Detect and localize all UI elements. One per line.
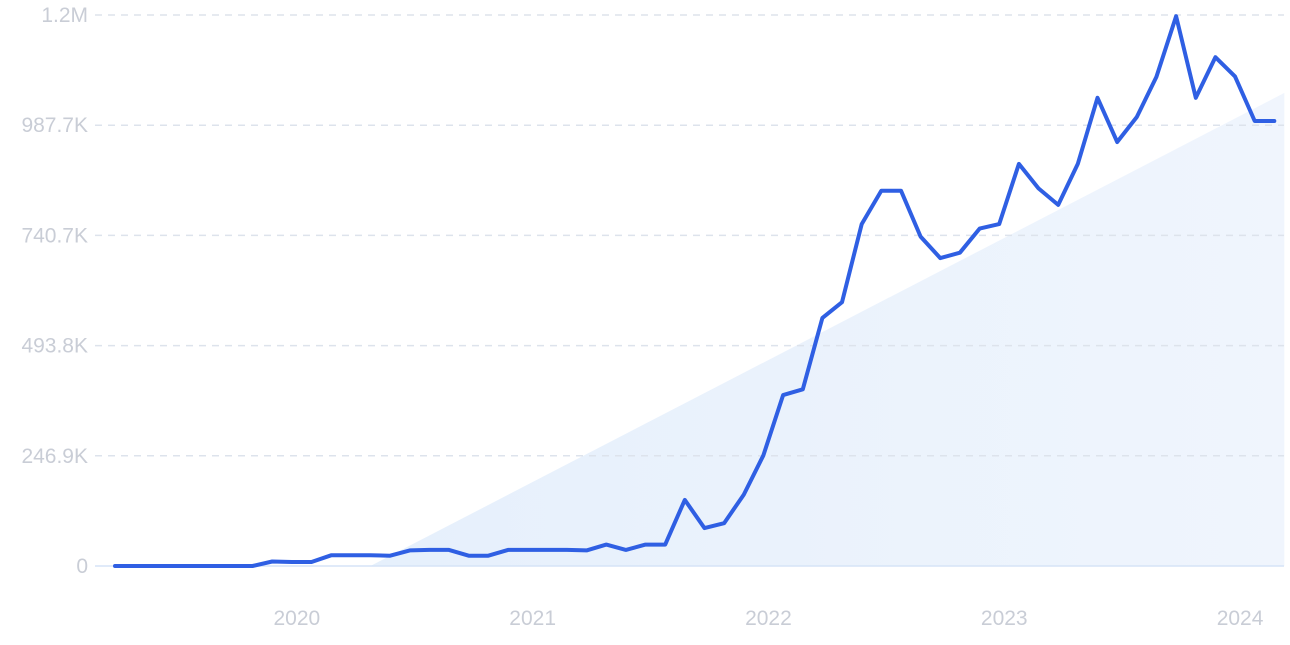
y-tick-label: 493.8K: [21, 335, 88, 358]
x-tick-label: 2024: [1217, 607, 1264, 630]
y-tick-label: 246.9K: [21, 445, 88, 468]
series-line[interactable]: [113, 14, 1277, 568]
gridlines: [95, 14, 1284, 567]
x-tick-label: 2023: [981, 607, 1028, 630]
x-tick-label: 2022: [745, 607, 792, 630]
y-tick-label: 1.2M: [41, 4, 88, 27]
series-layer[interactable]: [113, 14, 1277, 568]
y-tick-label: 987.7K: [21, 114, 88, 137]
y-tick-label: 0: [76, 555, 88, 578]
x-tick-label: 2020: [273, 607, 320, 630]
y-tick-label: 740.7K: [21, 224, 88, 247]
x-axis: 2020 2021 2022 2023 2024: [273, 607, 1263, 630]
x-tick-label: 2021: [509, 607, 556, 630]
y-axis: 0 246.9K 493.8K 740.7K 987.7K 1.2M: [21, 4, 88, 578]
trend-area-layer: [370, 92, 1285, 566]
trend-area: [370, 92, 1285, 566]
